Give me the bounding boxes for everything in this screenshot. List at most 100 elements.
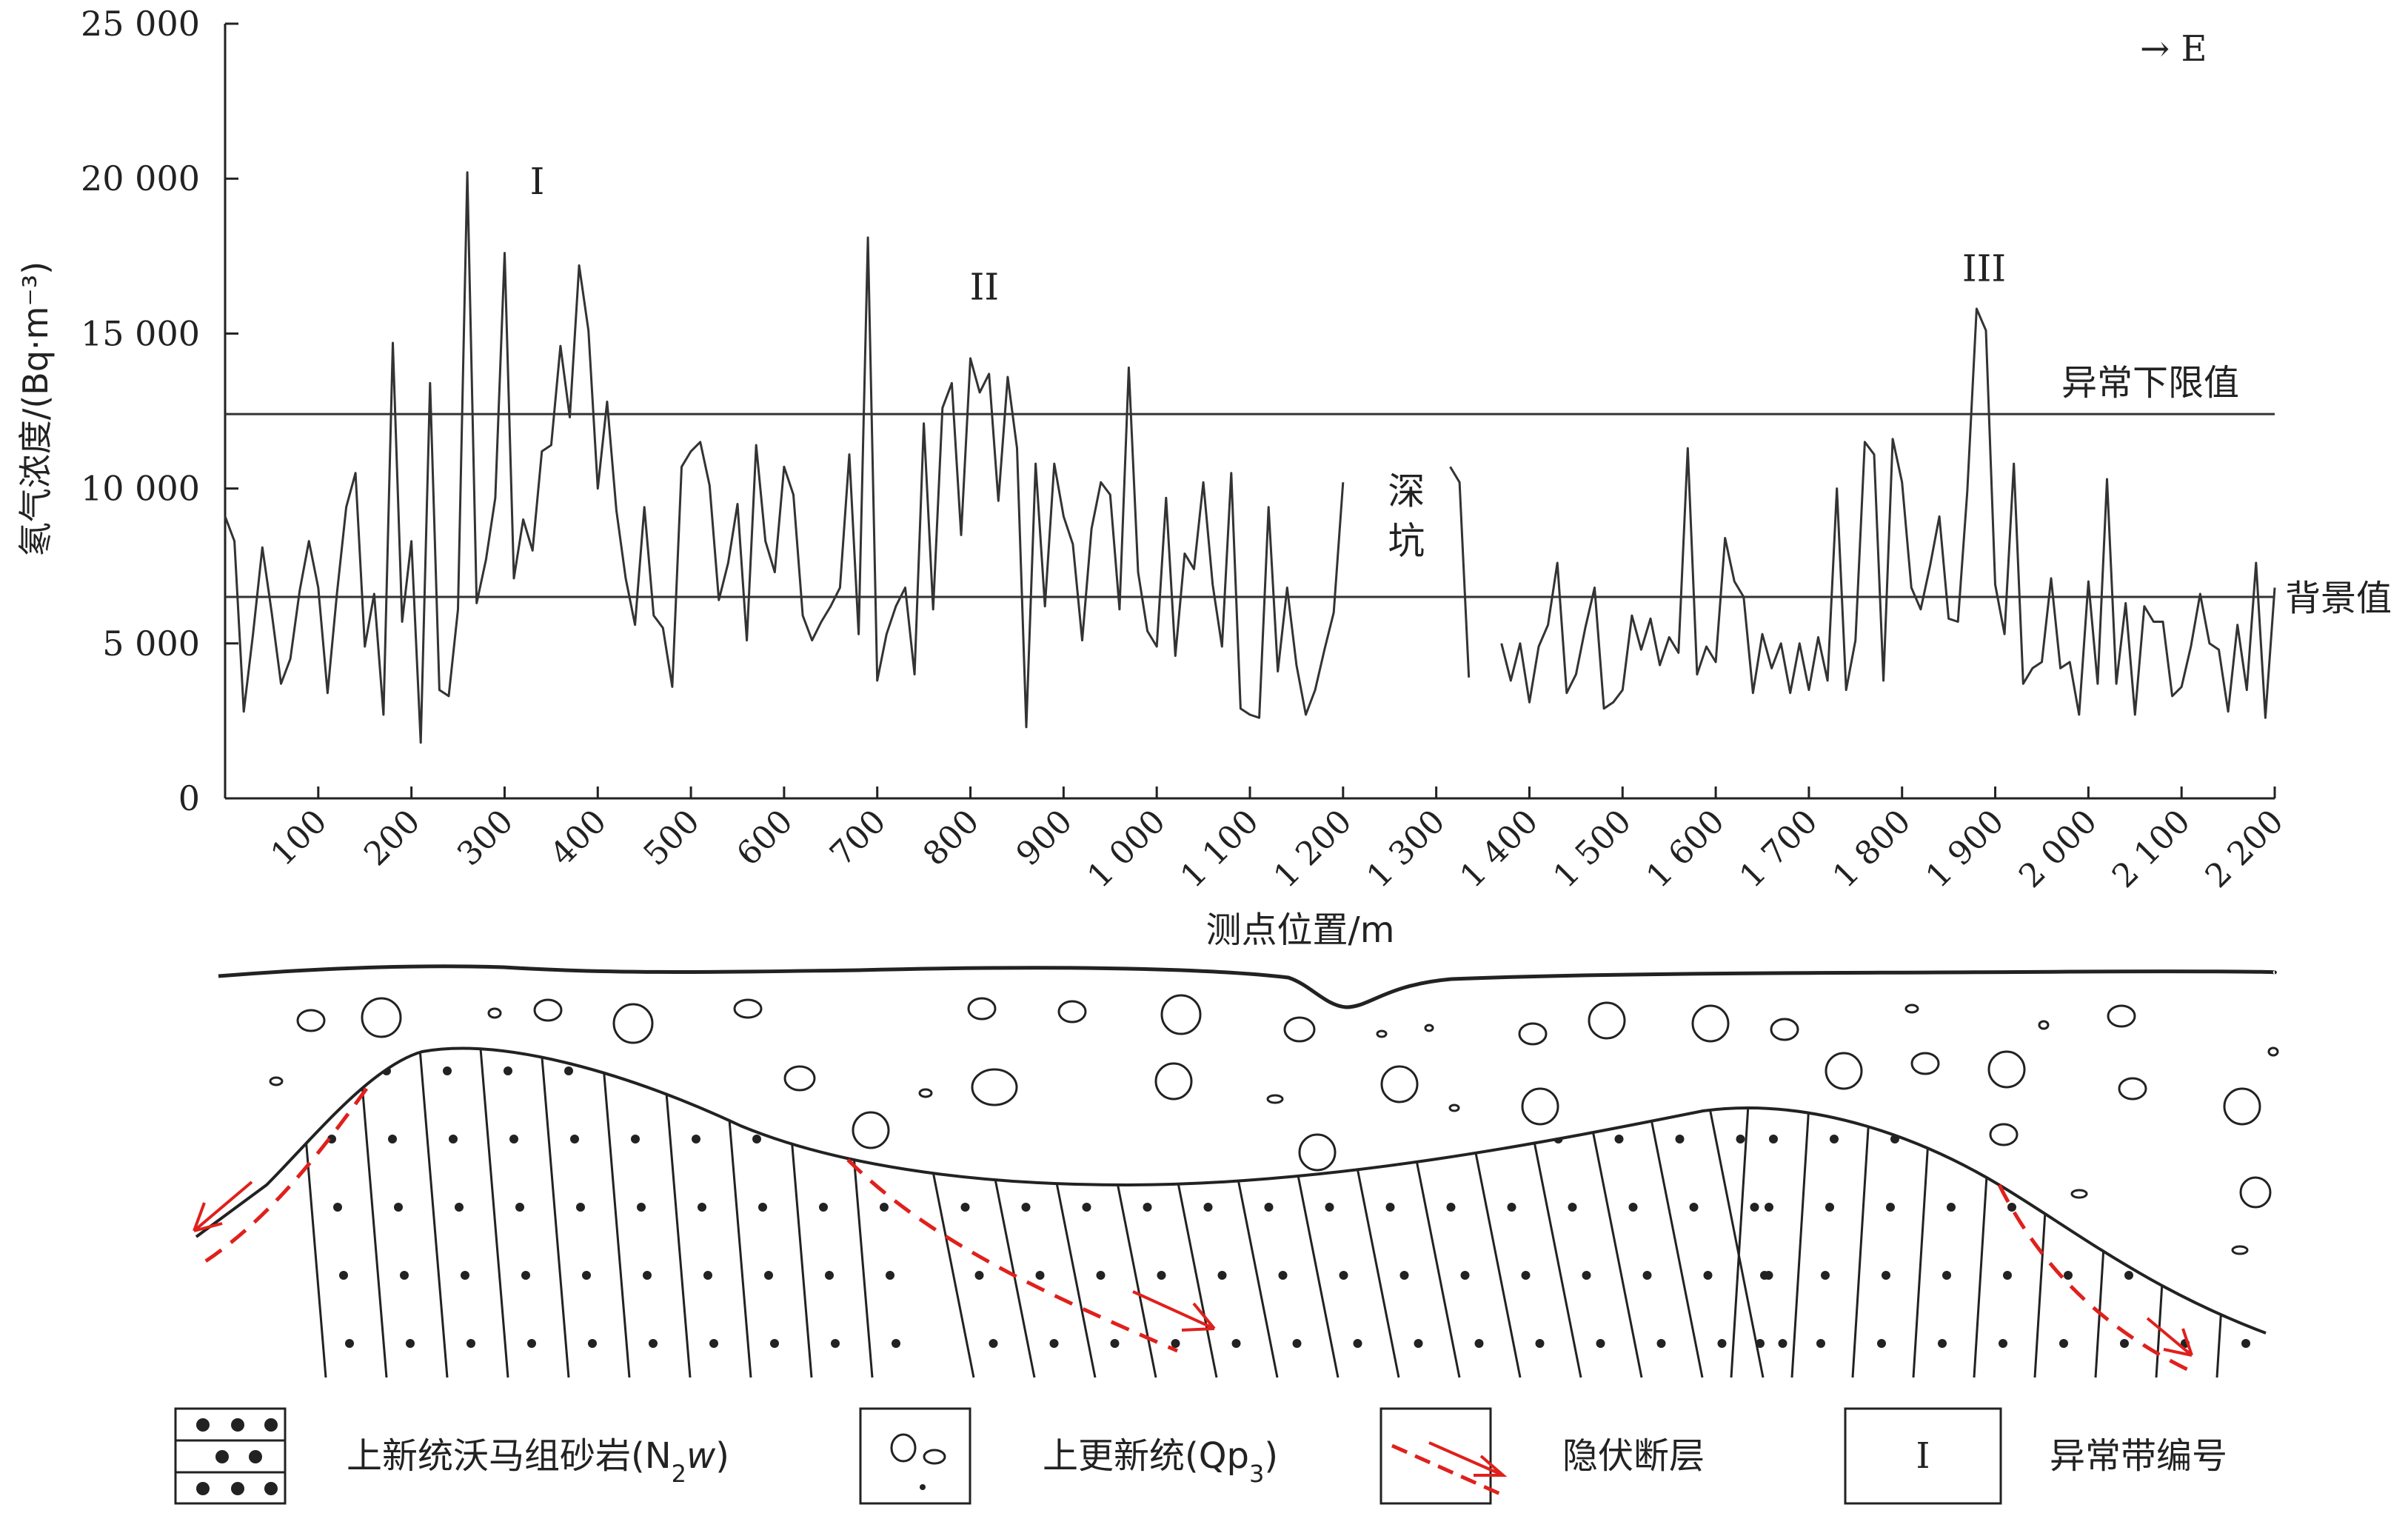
- sandstone-dot: [1082, 1203, 1091, 1212]
- gravel-circle: [1283, 1016, 1316, 1043]
- sandstone-dot: [321, 1066, 330, 1075]
- sandstone-dot: [1171, 1339, 1180, 1348]
- gravel-circle: [1448, 1103, 1460, 1112]
- sandstone-dot-icon: [249, 1450, 262, 1463]
- sandstone-dot: [1956, 1066, 1964, 1075]
- sandstone-dot: [504, 1066, 512, 1075]
- sandstone-dot: [1951, 1135, 1960, 1143]
- sandstone-dot: [2007, 1203, 2016, 1212]
- gravel-circle: [2038, 1020, 2050, 1030]
- geological-cross-section: [193, 964, 2329, 1378]
- gravel-circle: [1298, 1133, 1337, 1172]
- sandstone-dots-icon: [196, 1418, 278, 1495]
- sandstone-dot: [588, 1339, 597, 1348]
- fault-arrow-west: [193, 1181, 253, 1232]
- sandstone-dot: [1600, 1066, 1610, 1075]
- annotation-label: II: [970, 265, 1000, 308]
- sandstone-dot: [1278, 1271, 1288, 1280]
- sandstone-bedding-line: [2155, 1048, 2180, 1378]
- gravel-circle: [1518, 1022, 1548, 1046]
- sandstone-dot: [394, 1203, 403, 1212]
- x-tick-label: 600: [729, 803, 800, 873]
- sandstone-dot: [1479, 1066, 1488, 1075]
- gravel-circle: [296, 1009, 326, 1032]
- y-tick-label: 5 000: [102, 624, 200, 664]
- sandstone-bedding-line: [1509, 1048, 1582, 1378]
- sandstone-bedding-line: [1570, 1048, 1643, 1378]
- sandstone-dot: [582, 1271, 591, 1280]
- gravel-icon-dot: [920, 1484, 926, 1490]
- sandstone-dot: [932, 1066, 942, 1075]
- gravel-circle: [1424, 1024, 1434, 1032]
- sandstone-bedding-line: [841, 1048, 874, 1378]
- gravel-circle: [612, 1003, 654, 1044]
- sandstone-dot: [770, 1339, 779, 1348]
- sandstone-bedding-line: [1266, 1048, 1340, 1378]
- sandstone-dot: [1157, 1271, 1166, 1280]
- sandstone-dot: [1143, 1203, 1152, 1212]
- sandstone-bedding-line: [1631, 1048, 1704, 1378]
- annotation-label: 深: [1388, 470, 1425, 513]
- sandstone-dot: [1096, 1271, 1106, 1280]
- sandstone-dot: [2198, 1066, 2207, 1075]
- legend-item-zone: I 异常带编号: [1844, 1407, 2227, 1505]
- y-tick-label: 10 000: [81, 469, 200, 509]
- sandstone-dot: [880, 1203, 889, 1212]
- sandstone-dot: [1292, 1339, 1302, 1348]
- sandstone-dot: [1325, 1203, 1334, 1212]
- fault-arrowhead-icon: [1474, 1455, 1508, 1477]
- sandstone-dot: [1128, 1135, 1138, 1143]
- sandstone-dot: [868, 1066, 877, 1075]
- gravel-circle: [2107, 1004, 2136, 1028]
- sandstone-dot: [1521, 1271, 1531, 1280]
- sandstone-dot: [1054, 1066, 1063, 1075]
- sandstone-dot: [892, 1339, 900, 1348]
- sandstone-dot: [521, 1271, 530, 1280]
- sandstone-dot: [1778, 1339, 1787, 1348]
- sandstone-dot: [2059, 1339, 2068, 1348]
- x-tick-label: 800: [916, 803, 986, 873]
- sandstone-bedding-line: [1205, 1048, 1279, 1378]
- x-tick-label: 1 500: [1546, 803, 1639, 895]
- sandstone-dot: [1830, 1135, 1839, 1143]
- sandstone-dot: [1756, 1339, 1765, 1348]
- x-tick-label: 1 600: [1639, 803, 1732, 895]
- sandstone-dot: [1353, 1339, 1362, 1348]
- gravel-circle: [2223, 1087, 2261, 1126]
- sandstone-dot: [1217, 1271, 1227, 1280]
- gravel-circle: [2267, 1046, 2279, 1057]
- sandstone-dot: [1399, 1271, 1409, 1280]
- y-tick-label: 20 000: [81, 158, 200, 198]
- sandstone-bedding-line: [1691, 1048, 1765, 1378]
- gravel-icon: [890, 1433, 917, 1463]
- sandstone-bedding-line: [963, 1048, 1036, 1378]
- sandstone-dot: [455, 1203, 464, 1212]
- sandstone-dot: [406, 1339, 415, 1348]
- unconformity-boundary: [195, 1046, 2267, 1335]
- sandstone-dot: [2241, 1339, 2250, 1348]
- sandstone-dot: [1877, 1339, 1886, 1348]
- gravel-circle: [1691, 1004, 1730, 1043]
- gravel-circle: [971, 1068, 1018, 1106]
- sandstone-dot: [1068, 1135, 1077, 1143]
- sandstone-dot: [758, 1203, 767, 1212]
- sandstone-dot: [1264, 1203, 1274, 1212]
- fault-line-west: [198, 1087, 369, 1267]
- sandstone-dot: [625, 1066, 634, 1075]
- sandstone-dot: [1736, 1135, 1745, 1143]
- sandstone-dot: [974, 1271, 984, 1280]
- sandstone-dot: [449, 1135, 458, 1143]
- sandstone-dot: [2194, 1135, 2203, 1143]
- gravel-circle: [1057, 1000, 1087, 1024]
- sandstone-dot: [1689, 1203, 1699, 1212]
- sandstone-dot: [1110, 1339, 1120, 1348]
- sandstone-dot: [1474, 1339, 1484, 1348]
- sandstone-dot: [1628, 1203, 1638, 1212]
- sandstone-dot: [2320, 1066, 2329, 1075]
- sandstone-bedding-line: [1790, 1048, 1816, 1378]
- sandstone-dot-icon: [215, 1450, 229, 1463]
- sandstone-dot-icon: [231, 1482, 244, 1495]
- sandstone-dot: [2311, 1203, 2320, 1212]
- sandstone-dot: [1250, 1135, 1260, 1143]
- sandstone-dot: [1035, 1271, 1045, 1280]
